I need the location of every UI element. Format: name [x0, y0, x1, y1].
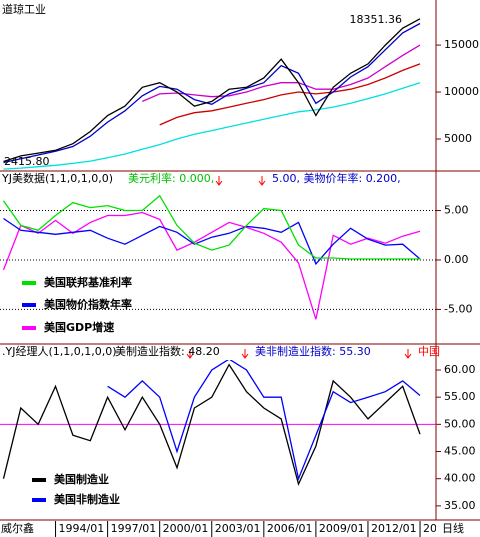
y-tick-label: 55.00 — [444, 390, 476, 403]
y-tick-label: 0.00 — [444, 253, 469, 266]
y-tick-label: 35.00 — [444, 499, 476, 512]
panel-header: .YJ经理人(1,1,0,1,0,0) — [2, 345, 117, 358]
y-tick-label: 5000 — [444, 132, 472, 145]
panel-header: 中国 — [418, 345, 440, 358]
footer-left: 威尔鑫 — [1, 521, 34, 535]
x-tick-label: 2009/01 — [319, 522, 365, 535]
series-group — [3, 18, 421, 170]
panel-header: 美非制造业指数: 55.30 — [255, 344, 371, 358]
footer-bg — [436, 521, 480, 537]
series-line — [2, 211, 421, 320]
series-line — [3, 18, 421, 163]
series-line — [2, 363, 421, 487]
x-tick-label: 1994/01 — [59, 522, 105, 535]
x-tick-label: 2006/01 — [267, 522, 313, 535]
y-tick-label: 10000 — [444, 85, 479, 98]
legend-label: 美国GDP增速 — [44, 320, 114, 334]
y-tick-label: -5.00 — [444, 302, 472, 315]
y-tick-label: 50.00 — [444, 417, 476, 430]
series-group — [2, 194, 421, 320]
series-line — [159, 63, 421, 126]
annotation: 18351.36 — [350, 13, 403, 26]
panel-header: YJ美数据(1,1,0,1,0,0) — [1, 171, 113, 185]
panel-title: 道琼工业 — [2, 2, 46, 16]
series-line — [3, 82, 421, 170]
legend-label: 美国非制造业 — [54, 492, 120, 506]
y-tick-label: 45.00 — [444, 445, 476, 458]
panel-header: 美元利率: 0.000, — [128, 171, 214, 185]
series-line — [3, 217, 421, 266]
y-tick-label: 15000 — [444, 38, 479, 51]
x-tick-label: 2000/01 — [163, 522, 209, 535]
footer-right: 日线 — [442, 521, 464, 535]
legend-label: 美国制造业 — [54, 472, 109, 486]
x-tick-label: 2003/01 — [215, 522, 261, 535]
panel-header: 美制造业指数: 48.20 — [115, 344, 220, 358]
y-tick-label: 60.00 — [444, 363, 476, 376]
panel-header: 5.00, 美物价年率: 0.200, — [272, 171, 401, 185]
y-tick-label: 40.00 — [444, 472, 476, 485]
footer-bg — [0, 521, 36, 537]
series-line — [142, 44, 421, 102]
series-group — [2, 360, 421, 487]
annotation: 2415.80 — [4, 155, 50, 168]
legend-label: 美国物价指数年率 — [44, 297, 132, 311]
signal-arrow — [186, 176, 412, 359]
x-tick-label: 1997/01 — [111, 522, 157, 535]
series-line — [2, 194, 420, 260]
series-line — [3, 22, 421, 164]
legend-label: 美国联邦基准利率 — [44, 275, 132, 289]
y-tick-label: 5.00 — [444, 204, 469, 217]
series-line — [107, 360, 421, 481]
x-tick-label: 2012/01 — [371, 522, 417, 535]
